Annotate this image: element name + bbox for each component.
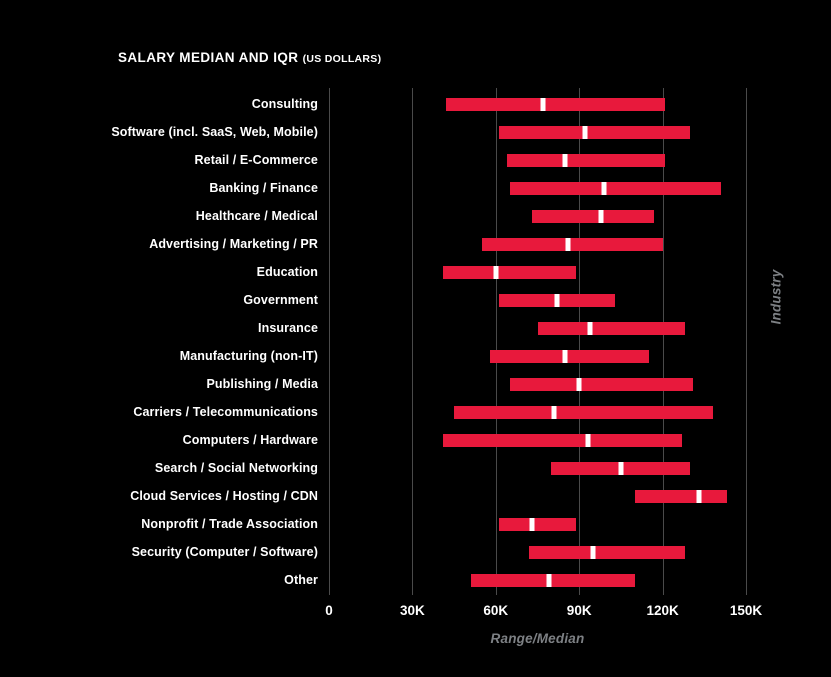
median-marker [493, 265, 499, 279]
iqr-range-bar [442, 433, 683, 447]
category-label: Education [256, 265, 318, 279]
category-label: Consulting [251, 97, 318, 111]
x-axis: 0 30K 60K 90K 120K 150K [325, 603, 762, 621]
category-label: Banking / Finance [209, 181, 318, 195]
median-marker [587, 321, 593, 335]
y-axis-title: Industry [768, 269, 784, 325]
median-marker [618, 461, 624, 475]
iqr-range-bar [531, 209, 655, 223]
category-label: Search / Social Networking [154, 461, 318, 475]
median-marker [562, 349, 568, 363]
gridline [662, 88, 664, 595]
median-marker [590, 545, 596, 559]
chart-title-qualifier: (US DOLLARS) [302, 53, 382, 65]
iqr-range-bar [506, 153, 666, 167]
plot-area [329, 88, 747, 595]
iqr-range-bar [634, 489, 727, 503]
x-tick-label: 120K [646, 603, 679, 618]
category-label: Publishing / Media [206, 377, 318, 391]
category-label: Security (Computer / Software) [131, 545, 318, 559]
median-marker [576, 377, 582, 391]
x-tick-label: 90K [566, 603, 592, 618]
category-label: Manufacturing (non-IT) [179, 349, 318, 363]
gridline [746, 88, 747, 595]
median-marker [562, 153, 568, 167]
iqr-range-bar [537, 321, 685, 335]
x-axis-title: Range/Median [490, 631, 585, 646]
gridline [412, 88, 414, 595]
iqr-range-bar [442, 265, 577, 279]
iqr-range-bar [529, 545, 685, 559]
median-marker [582, 125, 588, 139]
median-marker [540, 97, 546, 111]
iqr-range-bar [509, 181, 721, 195]
chart-title-main: SALARY MEDIAN AND IQR [118, 50, 299, 65]
x-tick-label: 60K [483, 603, 509, 618]
iqr-range-bar [470, 573, 635, 587]
category-label: Computers / Hardware [182, 433, 318, 447]
category-label: Software (incl. SaaS, Web, Mobile) [111, 125, 318, 139]
median-marker [546, 573, 552, 587]
iqr-range-bar [498, 125, 691, 139]
gridline [495, 88, 497, 595]
gridline [329, 88, 330, 595]
median-marker [598, 209, 604, 223]
median-marker [529, 517, 535, 531]
category-label: Healthcare / Medical [195, 209, 318, 223]
category-label: Insurance [258, 321, 318, 335]
category-label: Other [284, 573, 318, 587]
median-marker [585, 433, 591, 447]
x-tick-label: 0 [325, 603, 333, 618]
category-label: Government [243, 293, 318, 307]
chart-title: SALARY MEDIAN AND IQR (US DOLLARS) [118, 50, 381, 65]
gridline [579, 88, 581, 595]
x-tick-label: 150K [729, 603, 763, 618]
median-marker [601, 181, 607, 195]
category-labels: Consulting Software (incl. SaaS, Web, Mob… [0, 88, 318, 595]
iqr-range-bar [509, 377, 694, 391]
iqr-range-bar [498, 517, 577, 531]
median-marker [565, 237, 571, 251]
x-tick-label: 30K [400, 603, 425, 618]
median-marker [551, 405, 557, 419]
category-label: Cloud Services / Hosting / CDN [130, 489, 318, 503]
iqr-range-bar [454, 405, 713, 419]
category-label: Carriers / Telecommunications [133, 405, 318, 419]
median-marker [696, 489, 702, 503]
category-label: Nonprofit / Trade Association [141, 517, 318, 531]
category-label: Retail / E-Commerce [194, 153, 318, 167]
iqr-range-bar [481, 237, 663, 251]
category-label: Advertising / Marketing / PR [149, 237, 318, 251]
iqr-range-bar [490, 349, 649, 363]
median-marker [554, 293, 560, 307]
iqr-range-bar [445, 97, 666, 111]
